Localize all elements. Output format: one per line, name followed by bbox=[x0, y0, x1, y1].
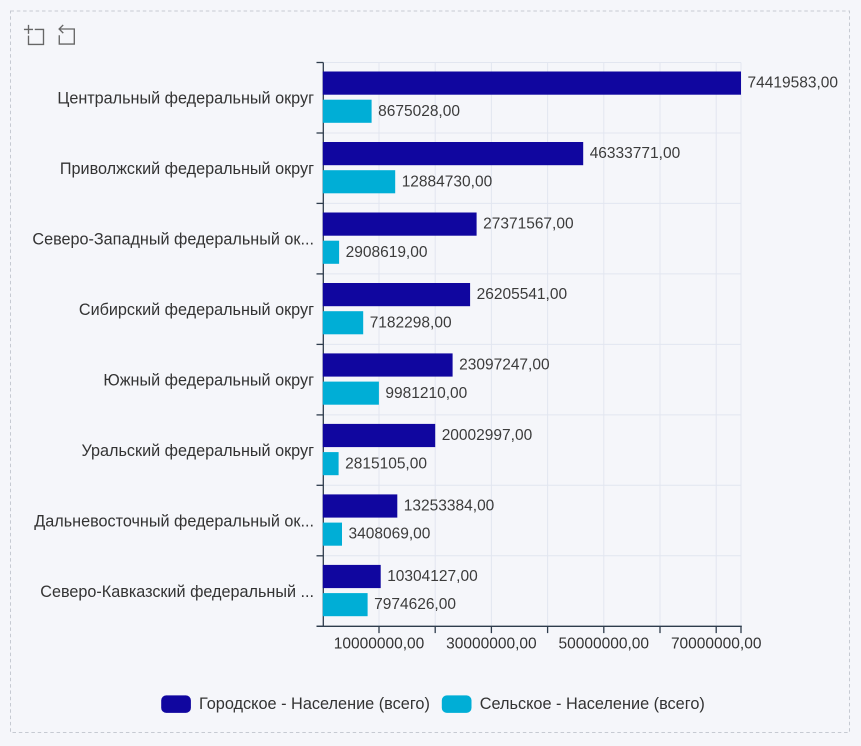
svg-text:Южный федеральный округ: Южный федеральный округ bbox=[103, 371, 314, 389]
svg-text:Дальневосточный федеральный ок: Дальневосточный федеральный ок... bbox=[34, 512, 314, 530]
svg-text:Сибирский федеральный округ: Сибирский федеральный округ bbox=[79, 301, 314, 319]
svg-text:30000000,00: 30000000,00 bbox=[446, 636, 537, 653]
svg-text:7974626,00: 7974626,00 bbox=[374, 596, 456, 613]
svg-text:20002997,00: 20002997,00 bbox=[442, 427, 533, 444]
svg-text:Северо-Западный федеральный ок: Северо-Западный федеральный ок... bbox=[32, 230, 314, 248]
svg-text:74419583,00: 74419583,00 bbox=[748, 75, 839, 92]
svg-text:2815105,00: 2815105,00 bbox=[345, 455, 427, 472]
svg-text:Приволжский федеральный округ: Приволжский федеральный округ bbox=[60, 160, 314, 178]
svg-text:13253384,00: 13253384,00 bbox=[404, 498, 495, 515]
svg-text:26205541,00: 26205541,00 bbox=[477, 286, 568, 303]
svg-text:3408069,00: 3408069,00 bbox=[349, 526, 431, 543]
svg-text:Сельское - Население (всего): Сельское - Население (всего) bbox=[480, 695, 705, 713]
svg-text:Городское - Население (всего): Городское - Население (всего) bbox=[199, 695, 430, 713]
svg-text:50000000,00: 50000000,00 bbox=[559, 636, 650, 653]
svg-text:10304127,00: 10304127,00 bbox=[387, 568, 478, 585]
svg-text:Северо-Кавказский федеральный: Северо-Кавказский федеральный ... bbox=[40, 583, 314, 601]
svg-text:Уральский федеральный округ: Уральский федеральный округ bbox=[81, 442, 314, 460]
svg-text:23097247,00: 23097247,00 bbox=[459, 357, 550, 374]
svg-text:Центральный федеральный округ: Центральный федеральный округ bbox=[57, 89, 314, 107]
svg-text:46333771,00: 46333771,00 bbox=[590, 145, 681, 162]
svg-text:10000000,00: 10000000,00 bbox=[334, 636, 425, 653]
svg-text:7182298,00: 7182298,00 bbox=[370, 314, 452, 331]
svg-text:27371567,00: 27371567,00 bbox=[483, 216, 574, 233]
svg-text:9981210,00: 9981210,00 bbox=[385, 385, 467, 402]
svg-text:12884730,00: 12884730,00 bbox=[402, 173, 493, 190]
svg-text:8675028,00: 8675028,00 bbox=[378, 103, 460, 120]
svg-text:2908619,00: 2908619,00 bbox=[346, 244, 428, 261]
svg-text:70000000,00: 70000000,00 bbox=[671, 636, 762, 653]
